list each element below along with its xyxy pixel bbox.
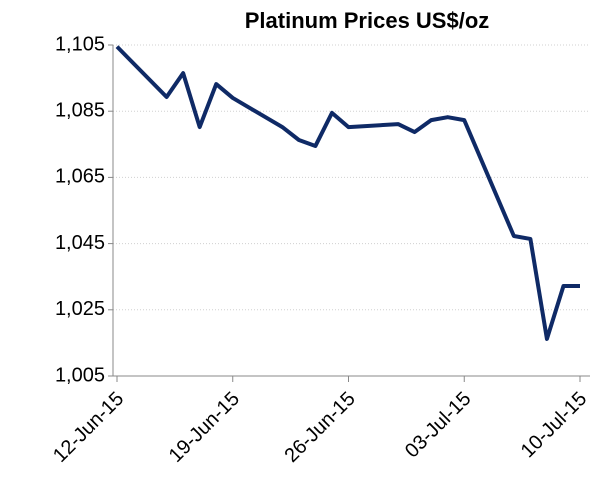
x-tick-label: 26-Jun-15 — [281, 388, 360, 467]
x-tick-label: 03-Jul-15 — [401, 388, 476, 463]
x-tick-label: 19-Jun-15 — [165, 388, 244, 467]
x-tick-label: 10-Jul-15 — [517, 388, 591, 463]
y-tick-label: 1,105 — [55, 33, 105, 55]
y-tick-label: 1,025 — [55, 298, 105, 320]
y-tick-label: 1,085 — [55, 99, 105, 121]
chart-title: Platinum Prices US$/oz — [245, 8, 490, 33]
y-tick-label: 1,005 — [55, 364, 105, 386]
y-tick-label: 1,065 — [55, 166, 105, 188]
x-tick-label: 12-Jun-15 — [49, 388, 128, 467]
line — [115, 45, 580, 341]
y-tick-label: 1,045 — [55, 232, 105, 254]
